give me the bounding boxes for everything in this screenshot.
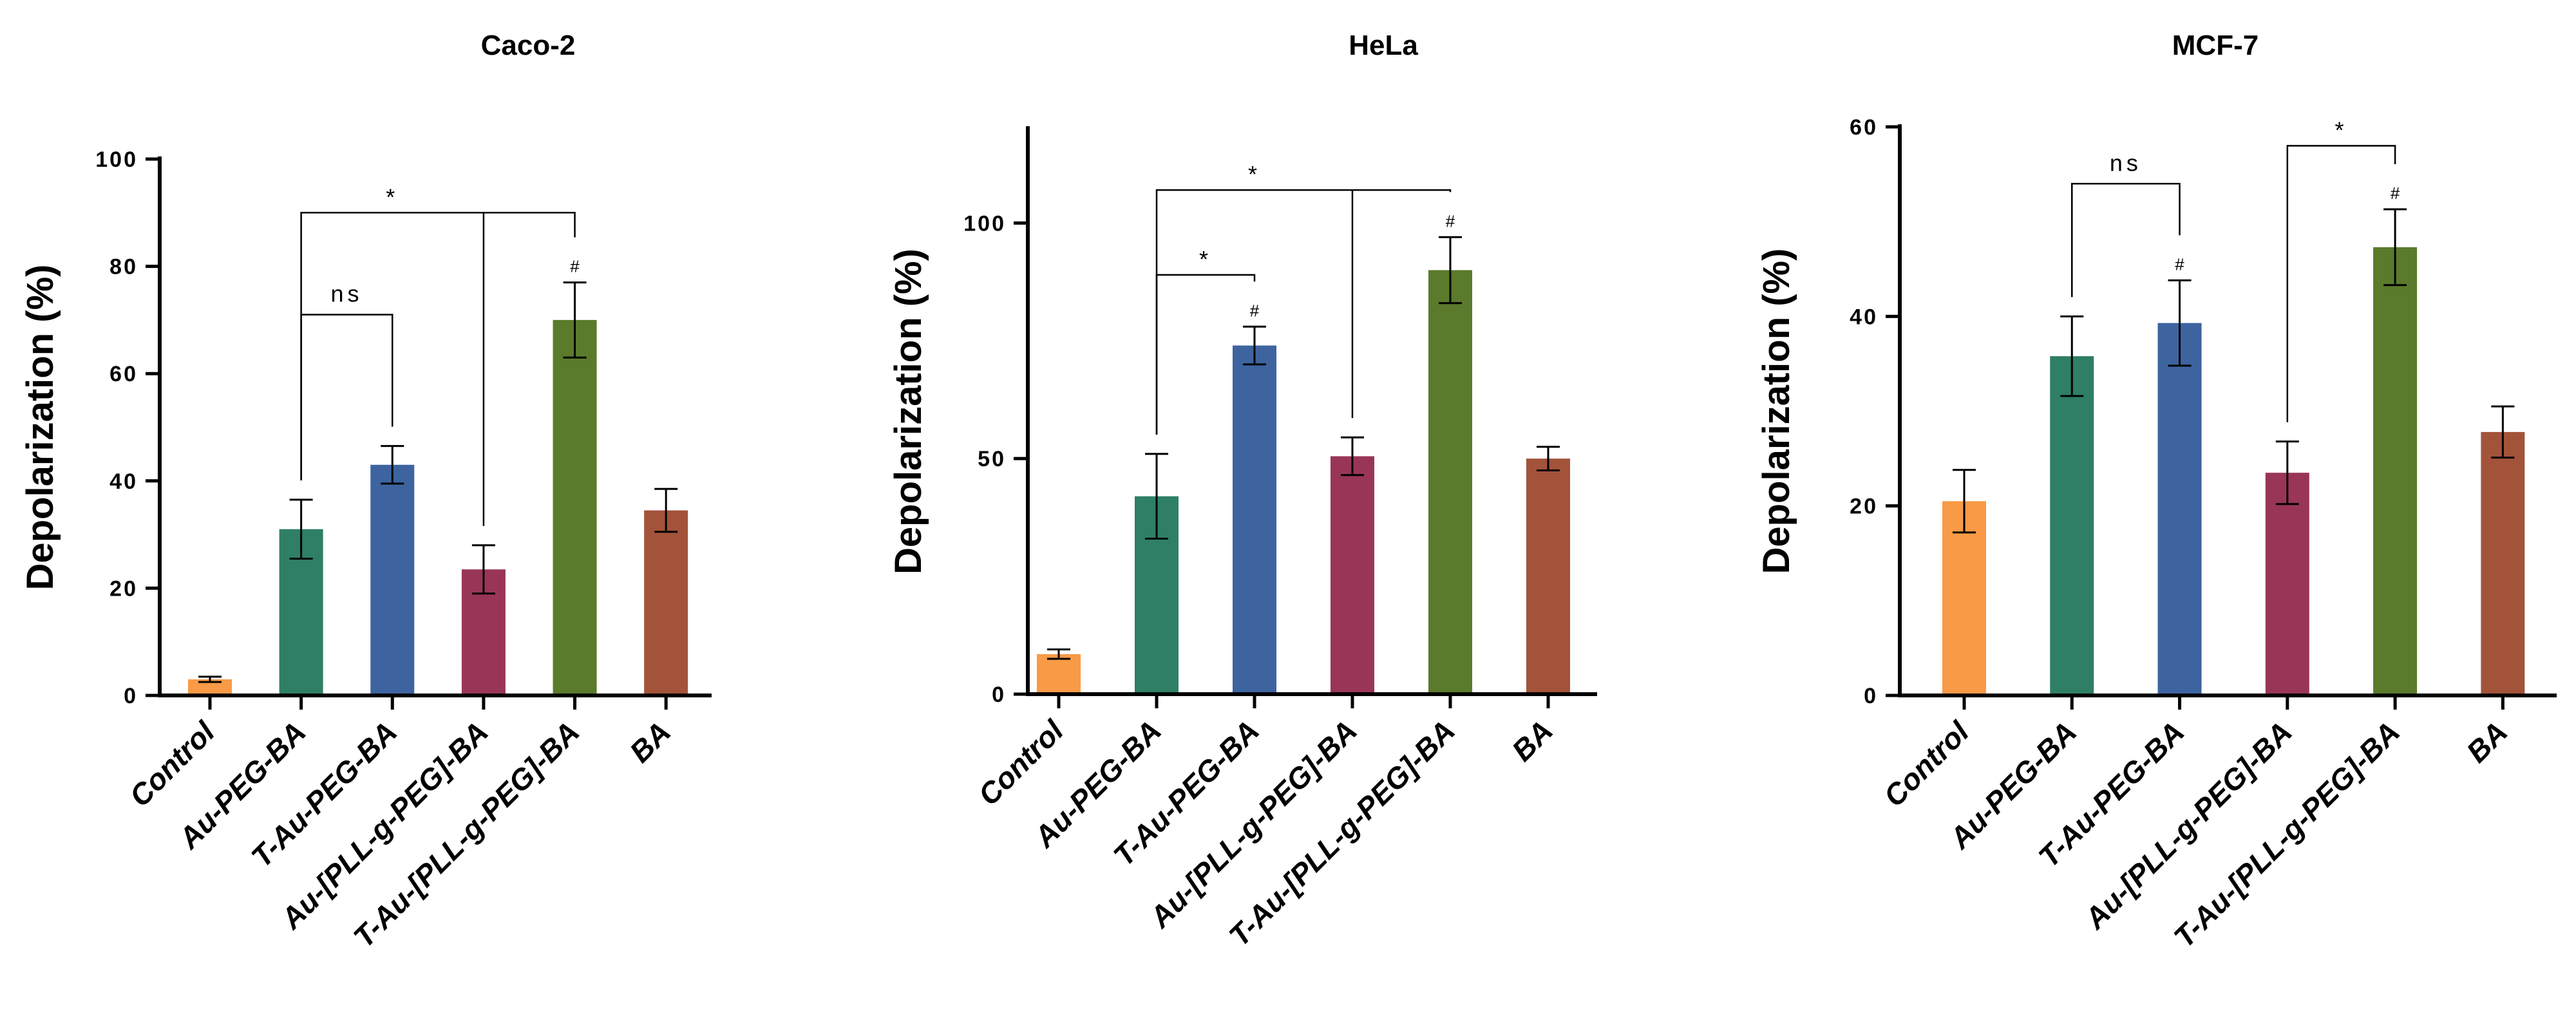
- significance-marker-2: #: [2175, 254, 2184, 274]
- bar-4: [553, 319, 597, 695]
- y-tick-label-0: 0: [124, 684, 138, 708]
- bar-0: [1942, 501, 1986, 695]
- significance-bracket-1: [1155, 189, 1452, 435]
- y-tick-label-3: 60: [109, 362, 138, 386]
- significance-label-0: ns: [2110, 149, 2142, 176]
- x-tick-label-5: BA: [2460, 715, 2514, 769]
- x-tick-label-5: BA: [1505, 713, 1559, 768]
- significance-bracket-1: [2286, 145, 2396, 422]
- x-tick-label-4: T-Au-[PLL-g-PEG]-BA: [2167, 715, 2406, 954]
- y-axis-label: Depolarization (%): [1756, 249, 1797, 574]
- y-axis-label: Depolarization (%): [19, 265, 61, 590]
- significance-label-1: *: [2334, 117, 2347, 143]
- significance-marker-4: #: [570, 257, 580, 276]
- x-tick-label-0: Control: [972, 713, 1070, 811]
- y-tick-label-2: 40: [109, 469, 138, 494]
- y-tick-label-4: 80: [109, 255, 138, 279]
- chart-title: HeLa: [1349, 30, 1418, 61]
- y-tick-label-0: 0: [992, 683, 1006, 707]
- bar-1: [2050, 356, 2094, 695]
- bar-4: [2373, 247, 2418, 695]
- y-tick-label-2: 40: [1850, 305, 1878, 329]
- significance-label-0: ns: [330, 281, 363, 307]
- y-tick-label-1: 20: [1850, 495, 1878, 519]
- significance-bracket-0: [2071, 183, 2181, 297]
- significance-label-1: *: [1248, 161, 1261, 187]
- x-tick-label-3: Au-[PLL-g-PEG]-BA: [2078, 715, 2298, 936]
- chart-title: Caco-2: [481, 30, 576, 61]
- y-axis-label: Depolarization (%): [887, 249, 929, 574]
- chart-title: MCF-7: [2172, 30, 2259, 61]
- bar-0: [1037, 654, 1081, 694]
- y-tick-label-1: 20: [109, 576, 138, 601]
- chart-panel-mcf-7: MCF-7 Depolarization (%) # #0 20 40 60 Control A…: [1756, 30, 2557, 954]
- y-tick-label-0: 0: [1864, 684, 1878, 708]
- significance-marker-2: #: [1250, 301, 1260, 320]
- x-tick-label-0: Control: [1877, 714, 1976, 813]
- bar-2: [370, 464, 415, 695]
- y-tick-label-3: 60: [1850, 115, 1878, 140]
- bar-5: [644, 510, 688, 695]
- bar-3: [1331, 456, 1374, 694]
- y-tick-label-5: 100: [95, 147, 138, 172]
- significance-label-0: *: [1199, 246, 1212, 272]
- significance-label-1: *: [386, 184, 399, 210]
- bar-4: [1428, 270, 1472, 694]
- bar-5: [1526, 458, 1570, 694]
- x-tick-label-5: BA: [623, 715, 677, 769]
- bar-2: [2157, 323, 2202, 695]
- bar-2: [1233, 345, 1276, 694]
- significance-marker-4: #: [1446, 211, 1455, 231]
- significance-bracket-0: [300, 314, 393, 480]
- bar-3: [2265, 473, 2309, 695]
- y-tick-label-1: 50: [978, 447, 1006, 471]
- significance-bracket-1: [300, 212, 576, 526]
- significance-marker-4: #: [2391, 184, 2400, 203]
- y-tick-label-2: 100: [963, 211, 1006, 236]
- bar-5: [2481, 431, 2525, 695]
